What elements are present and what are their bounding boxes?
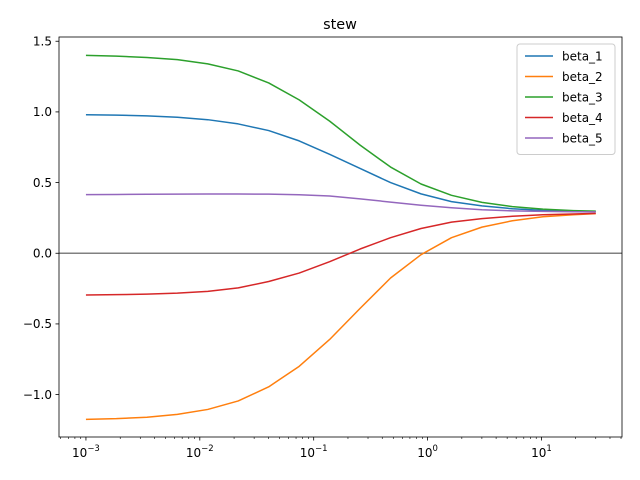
x-tick-label: 10−3 xyxy=(72,444,100,460)
y-tick-label: −1.0 xyxy=(23,388,52,402)
legend-label-beta_2: beta_2 xyxy=(562,70,603,84)
series-line-beta_4 xyxy=(85,212,596,296)
x-tick-label: 10−2 xyxy=(186,444,214,460)
legend: beta_1 beta_2 beta_3 beta_4 beta_5 xyxy=(516,43,616,155)
x-tick-label: 100 xyxy=(417,444,438,460)
legend-box xyxy=(516,43,616,155)
y-tick-label: −0.5 xyxy=(23,317,52,331)
plot-area xyxy=(59,54,622,421)
y-tick-label: 1.5 xyxy=(33,35,52,49)
legend-label-beta_4: beta_4 xyxy=(562,111,603,125)
y-tick-label: 1.0 xyxy=(33,105,52,119)
x-tick-label: 10−1 xyxy=(300,444,328,460)
y-tick-label: 0.5 xyxy=(33,176,52,190)
series-line-beta_5 xyxy=(85,193,596,213)
series-line-beta_3 xyxy=(85,54,596,212)
y-tick-label: 0.0 xyxy=(33,247,52,261)
axes: 1.5 1.0 0.5 0.0 −0.5 −1.0 10−3 10−2 10−1 100 101 xyxy=(23,35,623,460)
series-line-beta_2 xyxy=(85,212,596,421)
legend-label-beta_5: beta_5 xyxy=(562,131,603,145)
chart-title: stew xyxy=(323,17,357,33)
x-tick-label: 101 xyxy=(531,444,552,460)
axes-frame xyxy=(58,36,623,438)
legend-label-beta_1: beta_1 xyxy=(562,49,603,63)
series-line-beta_1 xyxy=(85,113,596,213)
legend-label-beta_3: beta_3 xyxy=(562,90,603,104)
